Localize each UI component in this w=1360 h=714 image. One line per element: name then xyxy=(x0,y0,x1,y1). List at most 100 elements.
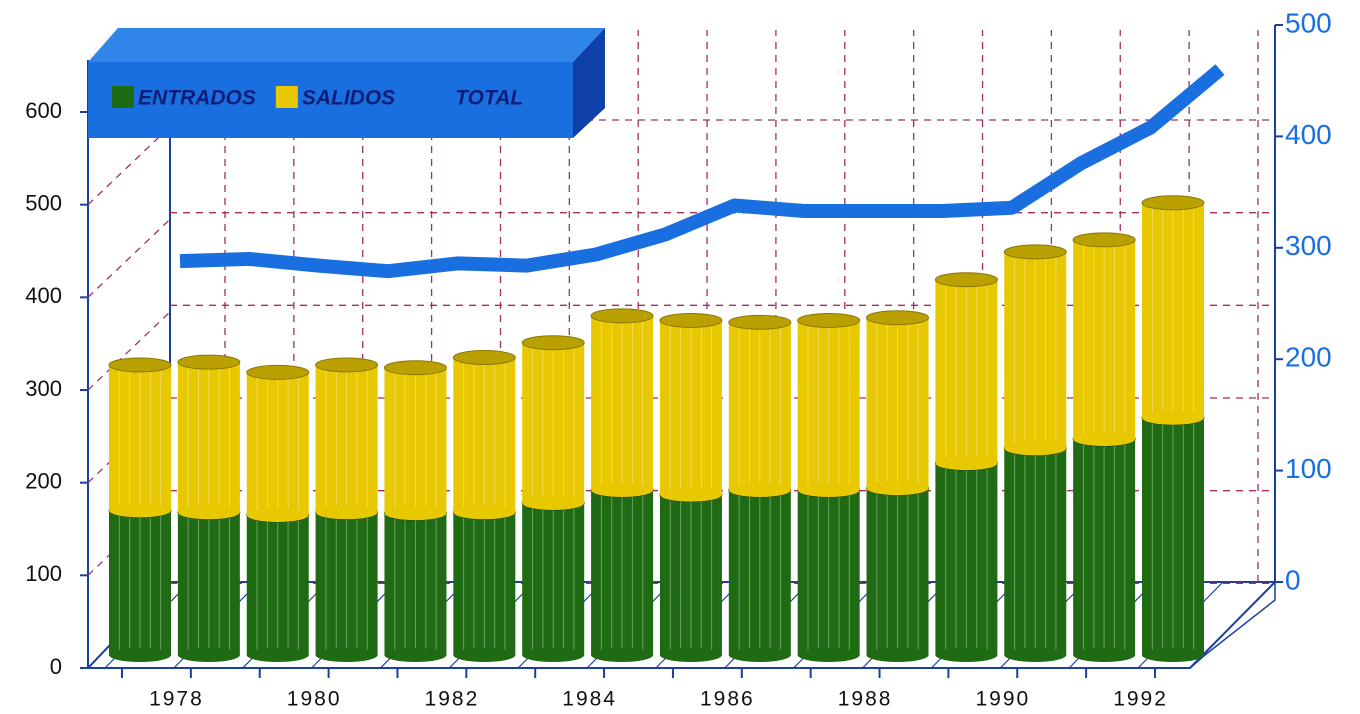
bar xyxy=(246,515,309,655)
cylinder-base xyxy=(109,503,171,518)
cylinder-base xyxy=(1142,410,1204,425)
legend-label: SALIDOS xyxy=(302,87,395,110)
legend-swatch xyxy=(275,86,298,108)
cylinder-base xyxy=(453,648,516,662)
cylinder-base xyxy=(315,505,378,520)
cylinder-segment xyxy=(728,482,792,662)
cylinder-segment xyxy=(728,314,792,498)
cylinder-cap xyxy=(108,357,172,373)
cylinder-base xyxy=(935,648,998,662)
bar xyxy=(1142,202,1204,418)
cylinder-base xyxy=(522,496,585,511)
cylinder-base xyxy=(591,483,654,498)
cylinder-base xyxy=(522,648,585,662)
cylinder-base xyxy=(246,508,309,523)
cylinder-cap xyxy=(246,364,310,380)
cylinder-segment xyxy=(1141,410,1205,662)
bar xyxy=(315,512,378,655)
bar xyxy=(177,512,240,655)
cylinder-base xyxy=(453,505,516,520)
cylinder-segment xyxy=(521,335,585,511)
legend-side xyxy=(573,28,605,138)
cylinder-cap xyxy=(177,354,241,370)
cylinder-base xyxy=(315,648,378,662)
cylinder-segment xyxy=(108,502,172,662)
bar xyxy=(1004,448,1067,655)
legend-front xyxy=(88,62,573,138)
cylinder-base xyxy=(866,481,929,496)
legend: ENTRADOS SALIDOS TOTAL xyxy=(88,28,605,138)
x-tick-label: 1978 xyxy=(149,688,204,711)
cylinder-segment xyxy=(452,504,516,662)
cylinder-cap xyxy=(866,310,930,326)
x-tick-label: 1980 xyxy=(287,688,342,711)
bar xyxy=(797,320,860,491)
bar xyxy=(177,362,240,513)
cylinder-segment xyxy=(177,504,241,662)
cylinder-base xyxy=(659,487,722,502)
line xyxy=(179,64,1225,279)
y-tick-label: 0 xyxy=(50,654,62,679)
cylinder-base xyxy=(935,456,998,471)
cylinder-base xyxy=(177,648,240,662)
cylinder-segment xyxy=(866,480,930,662)
cylinder-base xyxy=(1073,648,1136,662)
cylinder-cap xyxy=(728,314,792,330)
cylinder-segment xyxy=(108,357,172,518)
cylinder-base xyxy=(1073,432,1136,447)
cylinder-cap xyxy=(934,272,998,288)
x-tick-label: 1988 xyxy=(838,688,893,711)
bar xyxy=(797,490,860,655)
cylinder-base xyxy=(659,648,722,662)
cylinder-cap xyxy=(521,335,585,351)
grid-line xyxy=(87,126,171,206)
cylinder-cap xyxy=(590,308,654,324)
cylinder-segment xyxy=(934,455,998,662)
cylinder-segment xyxy=(797,482,861,662)
cylinder-base xyxy=(797,648,860,662)
cylinder-base xyxy=(109,648,171,662)
bar xyxy=(591,315,654,491)
cylinder-cap xyxy=(383,360,447,376)
y2-tick-label: 200 xyxy=(1285,342,1332,373)
cylinder-base xyxy=(1004,648,1067,662)
bar xyxy=(109,364,171,511)
cylinder-base xyxy=(1142,648,1204,662)
cylinder-base xyxy=(866,648,929,662)
legend-top xyxy=(88,28,605,62)
x-tick-label: 1986 xyxy=(700,688,755,711)
cylinder-segment xyxy=(1003,244,1067,456)
bar xyxy=(522,503,585,655)
cylinder-cap xyxy=(1003,244,1067,260)
y-tick-label: 500 xyxy=(25,190,62,215)
cylinder-segment xyxy=(315,504,379,662)
cylinder-base xyxy=(1004,441,1067,456)
cylinder-base xyxy=(728,648,791,662)
bar xyxy=(246,372,309,516)
cylinder-segment xyxy=(934,272,998,471)
bar xyxy=(1073,239,1136,440)
cylinder-segment xyxy=(1072,232,1136,447)
bar xyxy=(1004,251,1067,449)
grid-line xyxy=(87,311,171,391)
cylinder-segment xyxy=(866,310,930,496)
cylinder-base xyxy=(384,648,447,662)
y-tick-label: 100 xyxy=(25,561,62,586)
x-tick-label: 1982 xyxy=(425,688,480,711)
cylinder-segment xyxy=(590,482,654,662)
cylinder-segment xyxy=(1003,440,1067,662)
bar xyxy=(591,490,654,655)
bar xyxy=(453,512,516,655)
grid-line xyxy=(87,218,171,298)
bar xyxy=(728,490,791,655)
cylinder-cap xyxy=(452,350,516,366)
cylinder-cap xyxy=(1072,232,1136,248)
cylinder-base xyxy=(591,648,654,662)
bar xyxy=(453,357,516,513)
cylinder-segment xyxy=(659,487,723,662)
cylinder-segment xyxy=(246,507,310,662)
cylinder-base xyxy=(797,483,860,498)
cylinder-cap xyxy=(315,357,379,373)
bar xyxy=(866,317,929,489)
